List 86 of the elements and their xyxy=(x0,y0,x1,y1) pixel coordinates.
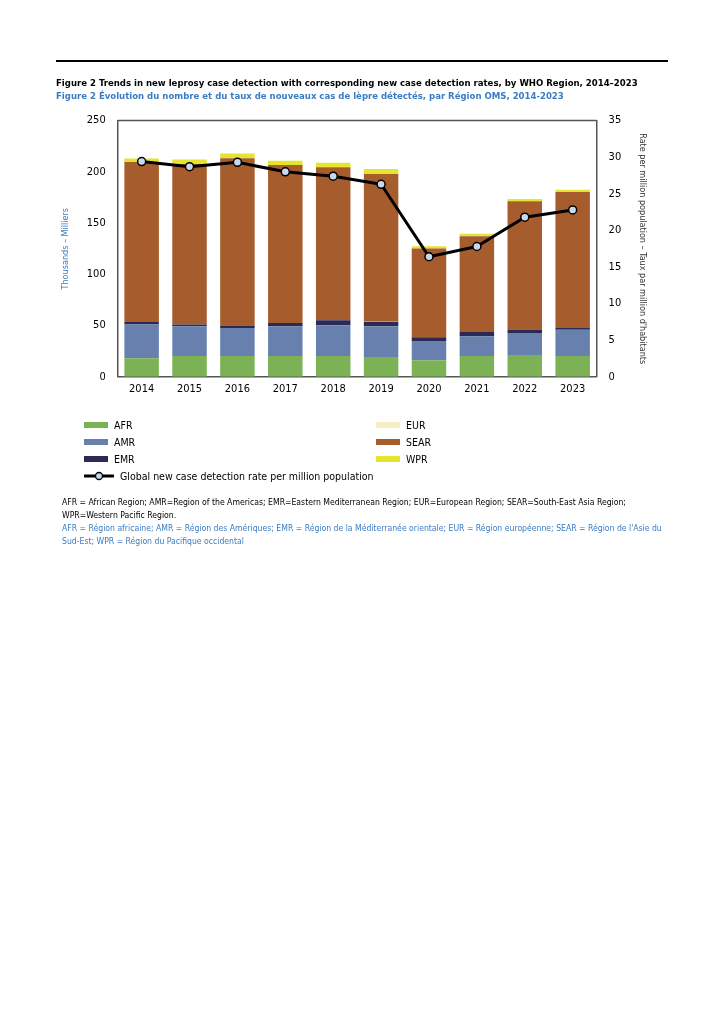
y2-tick-label: 0 xyxy=(608,369,615,383)
bar xyxy=(507,201,543,330)
bar xyxy=(363,321,399,327)
bar xyxy=(315,320,351,326)
bar xyxy=(363,168,399,174)
point xyxy=(424,252,434,262)
legend-label: EUR xyxy=(406,418,426,431)
bar xyxy=(220,328,255,356)
x-tick-label: 2021 xyxy=(464,382,490,396)
bar xyxy=(507,333,543,355)
x-tick-label: 2015 xyxy=(176,382,203,396)
bar xyxy=(172,326,207,356)
y2-tick-label: 15 xyxy=(608,259,622,273)
bar xyxy=(124,324,159,359)
bar xyxy=(268,165,303,324)
bar xyxy=(555,189,590,192)
y2-tick-label: 35 xyxy=(608,113,622,127)
bar xyxy=(172,356,207,377)
y2-tick-label: 30 xyxy=(608,150,622,164)
bar xyxy=(124,162,159,322)
point xyxy=(520,212,530,222)
y-tick-label: 0 xyxy=(99,369,106,383)
bar xyxy=(363,173,399,322)
y2-axis-title: Rate per million population – Taux par million d'habitants xyxy=(638,133,649,365)
point xyxy=(280,167,291,177)
y2-tick-label: 5 xyxy=(608,333,615,347)
legend-label: SEAR xyxy=(406,435,431,448)
y-tick-label: 200 xyxy=(86,164,106,178)
y2-tick-label: 10 xyxy=(608,296,622,310)
x-tick-label: 2020 xyxy=(416,382,442,396)
bar xyxy=(220,158,255,326)
bar xyxy=(220,356,255,377)
text: AFR = Région africaine; AMR = Région des Amériques; EMR = Région de la Méditerranée orientale; EUR = Région européenne; SEAR = Région de l'Asie du Sud-Est; WPR = Région du Pacifique occidental xyxy=(62,522,663,548)
x-tick-label: 2018 xyxy=(320,382,346,396)
bar xyxy=(459,332,495,337)
bar xyxy=(555,191,590,328)
bar xyxy=(507,354,543,377)
point xyxy=(472,241,482,252)
bar xyxy=(363,326,399,358)
bar xyxy=(507,199,543,202)
y-tick-label: 250 xyxy=(86,113,106,127)
bar xyxy=(315,325,351,356)
x-tick-label: 2023 xyxy=(560,382,586,396)
bar xyxy=(411,360,447,377)
chart-title: Figure 2 Trends in new leprosy case detection with corresponding new case detection rates, by WHO Region, 2014–2023 xyxy=(56,76,639,89)
bar xyxy=(459,356,495,377)
bar xyxy=(315,356,351,377)
legend-label: Global new case detection rate per million population xyxy=(120,469,374,482)
legend-label: AFR xyxy=(114,418,133,431)
bar xyxy=(124,358,159,377)
text: AFR = African Region; AMR=Region of the Americas; EMR=Eastern Mediterranean Region; EUR=European Region; SEAR=South-East Asia Region; WPR=Western Pacific Region. xyxy=(62,496,627,522)
x-tick-label: 2022 xyxy=(512,382,538,396)
chart-subtitle: Figure 2 Évolution du nombre et du taux de nouveaux cas de lèpre détectés, par Région OMS, 2014-2023 xyxy=(56,89,565,102)
bar xyxy=(411,340,447,361)
bar xyxy=(268,356,303,377)
bar xyxy=(363,357,399,377)
y2-tick-label: 20 xyxy=(608,223,622,237)
y2-tick-label: 25 xyxy=(608,186,622,200)
x-tick-label: 2017 xyxy=(272,382,298,396)
point xyxy=(184,161,195,172)
y-tick-label: 50 xyxy=(93,318,106,332)
x-tick-label: 2019 xyxy=(368,382,394,396)
bar xyxy=(172,163,207,325)
bar xyxy=(315,162,351,168)
y-axis-title: Thousands – Milliers xyxy=(59,207,70,291)
bar xyxy=(411,248,447,338)
point xyxy=(136,156,147,167)
y-tick-label: 100 xyxy=(86,267,106,281)
legend-label: EMR xyxy=(114,452,135,465)
point xyxy=(232,157,243,168)
bar xyxy=(268,160,303,166)
point xyxy=(328,171,338,181)
y-tick-label: 150 xyxy=(86,215,106,229)
legend-label: AMR xyxy=(114,435,136,448)
legend-label: WPR xyxy=(406,452,428,465)
bar xyxy=(459,336,495,356)
x-tick-label: 2014 xyxy=(129,382,155,396)
bar xyxy=(459,236,495,332)
bar xyxy=(555,356,590,377)
point xyxy=(567,205,578,215)
bar xyxy=(507,329,543,334)
x-tick-label: 2016 xyxy=(224,382,251,396)
bar xyxy=(315,167,351,321)
point xyxy=(376,179,386,190)
bar xyxy=(555,329,590,356)
bar xyxy=(268,326,303,356)
